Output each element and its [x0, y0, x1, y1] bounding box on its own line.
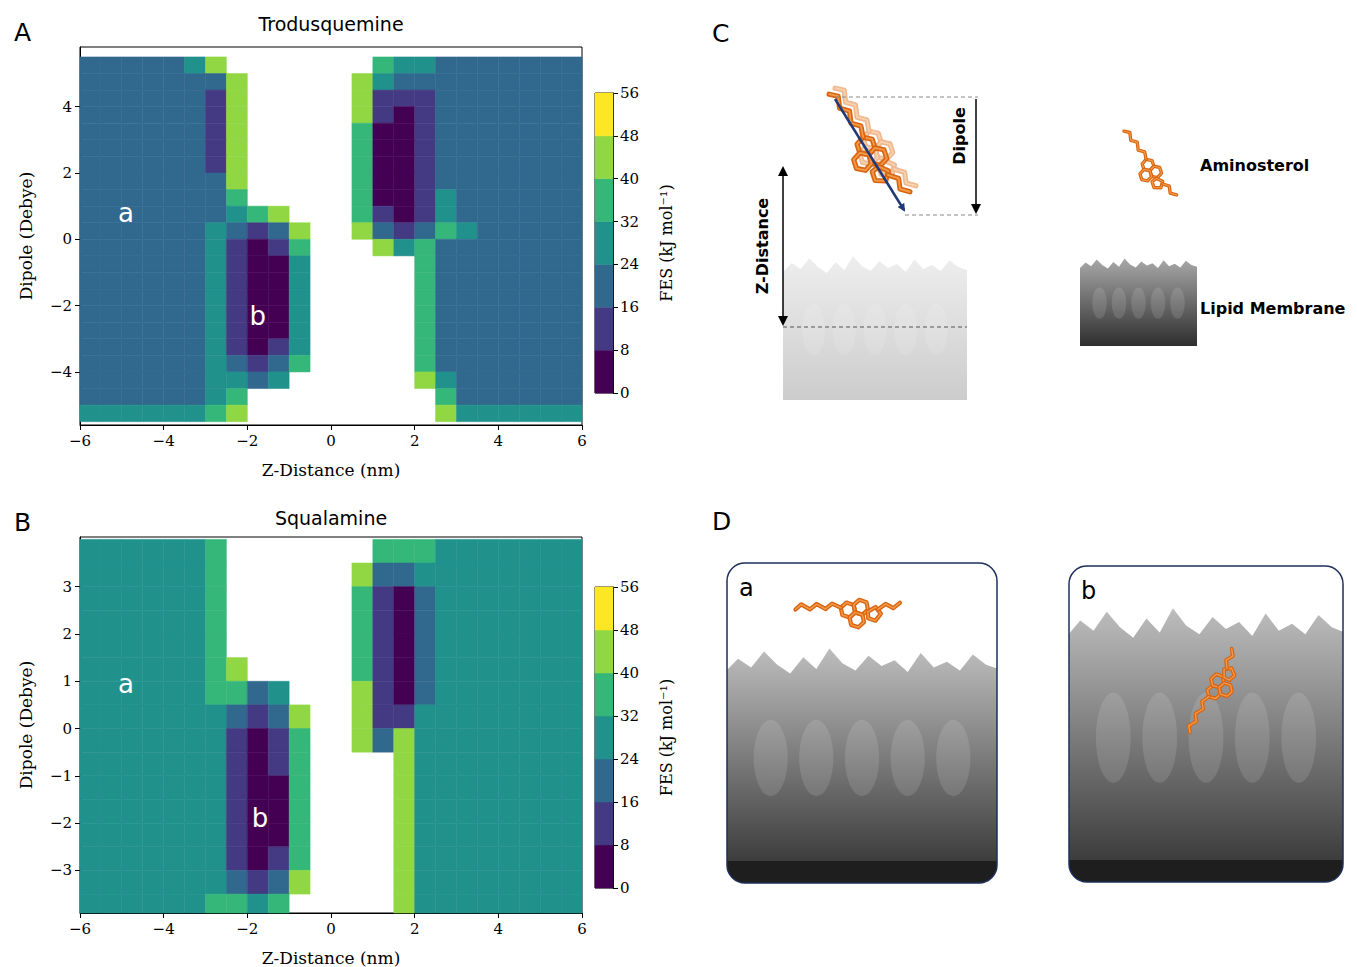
svg-text:24: 24 — [620, 255, 639, 273]
svg-text:32: 32 — [620, 707, 639, 725]
svg-text:2: 2 — [410, 432, 420, 450]
svg-text:4: 4 — [494, 920, 504, 938]
svg-text:40: 40 — [620, 664, 639, 682]
svg-text:Z-Distance (nm): Z-Distance (nm) — [262, 948, 401, 967]
svg-text:Lipid Membrane: Lipid Membrane — [1200, 299, 1346, 318]
svg-text:−1: −1 — [50, 767, 72, 785]
svg-text:1: 1 — [62, 672, 72, 690]
svg-text:−4: −4 — [153, 920, 175, 938]
svg-text:a: a — [118, 198, 134, 228]
svg-text:C: C — [712, 19, 729, 48]
svg-text:2: 2 — [62, 625, 72, 643]
svg-text:−3: −3 — [50, 861, 72, 879]
svg-text:16: 16 — [620, 298, 639, 316]
svg-text:Z-Distance: Z-Distance — [753, 198, 772, 295]
svg-text:Dipole (Debye): Dipole (Debye) — [16, 172, 36, 301]
svg-text:40: 40 — [620, 170, 639, 188]
svg-text:3: 3 — [62, 578, 72, 596]
svg-text:−6: −6 — [69, 432, 91, 450]
svg-text:Trodusquemine: Trodusquemine — [257, 13, 403, 35]
svg-text:Dipole (Debye): Dipole (Debye) — [16, 661, 36, 790]
svg-text:24: 24 — [620, 750, 639, 768]
svg-text:FES (kJ mol⁻¹): FES (kJ mol⁻¹) — [657, 679, 676, 796]
svg-text:−4: −4 — [153, 432, 175, 450]
svg-text:32: 32 — [620, 213, 639, 231]
svg-text:a: a — [118, 669, 134, 699]
svg-text:4: 4 — [494, 432, 504, 450]
svg-text:−4: −4 — [50, 363, 72, 381]
svg-text:Z-Distance (nm): Z-Distance (nm) — [262, 460, 401, 480]
svg-text:48: 48 — [620, 621, 639, 639]
svg-text:8: 8 — [620, 341, 630, 359]
svg-text:6: 6 — [577, 432, 587, 450]
svg-text:D: D — [712, 507, 731, 536]
svg-text:0: 0 — [62, 720, 72, 738]
svg-text:A: A — [14, 18, 31, 47]
svg-text:48: 48 — [620, 127, 639, 145]
svg-text:4: 4 — [62, 98, 72, 116]
svg-text:FES (kJ mol⁻¹): FES (kJ mol⁻¹) — [657, 184, 676, 301]
svg-text:b: b — [252, 803, 269, 833]
svg-text:0: 0 — [62, 230, 72, 248]
svg-text:6: 6 — [577, 920, 587, 938]
svg-text:−2: −2 — [50, 297, 72, 315]
svg-text:8: 8 — [620, 836, 630, 854]
svg-text:0: 0 — [620, 879, 630, 897]
svg-text:56: 56 — [620, 84, 639, 102]
svg-text:56: 56 — [620, 578, 639, 596]
svg-text:2: 2 — [410, 920, 420, 938]
svg-text:b: b — [1081, 577, 1096, 605]
svg-text:0: 0 — [326, 920, 336, 938]
svg-text:B: B — [14, 508, 31, 537]
svg-text:−2: −2 — [236, 920, 258, 938]
svg-text:0: 0 — [620, 384, 630, 402]
svg-text:−2: −2 — [236, 432, 258, 450]
svg-text:Dipole: Dipole — [950, 107, 969, 165]
svg-text:a: a — [739, 574, 754, 602]
svg-text:−6: −6 — [69, 920, 91, 938]
svg-text:Squalamine: Squalamine — [275, 507, 387, 529]
svg-text:2: 2 — [62, 164, 72, 182]
svg-text:0: 0 — [326, 432, 336, 450]
svg-text:Aminosterol: Aminosterol — [1200, 156, 1309, 175]
svg-text:b: b — [250, 301, 267, 331]
svg-text:16: 16 — [620, 793, 639, 811]
svg-text:−2: −2 — [50, 814, 72, 832]
